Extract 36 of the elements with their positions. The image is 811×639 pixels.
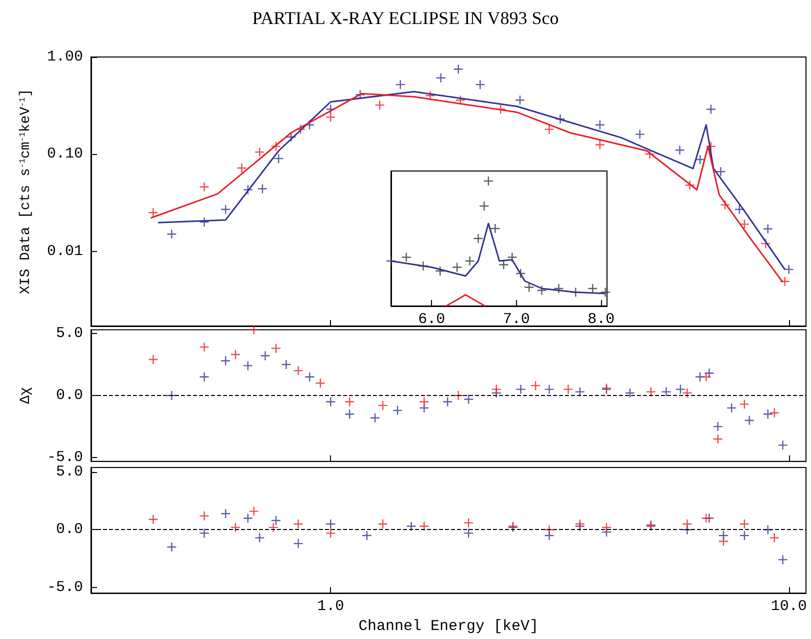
x-tick-label: 8.0: [588, 311, 615, 328]
point: [479, 200, 490, 212]
y-tick-label: -5.0: [46, 449, 83, 466]
point: [401, 252, 412, 262]
y-tick-label: 0.0: [56, 387, 83, 404]
point: [524, 282, 534, 292]
point: [435, 266, 446, 276]
x-tick-label: 7.0: [502, 311, 530, 328]
point: [483, 176, 494, 186]
y-tick-label: 0.0: [56, 521, 83, 538]
point: [473, 233, 484, 244]
x-tick-label: 10.0: [770, 598, 807, 616]
point: [490, 223, 500, 234]
chart-title: PARTIAL X-RAY ECLIPSE IN V893 Sco: [252, 8, 559, 28]
point: [536, 285, 547, 296]
y-tick-label: 0.01: [46, 242, 83, 260]
x-tick-label: 6.0: [418, 311, 446, 328]
point: [452, 262, 462, 272]
point: [588, 283, 598, 294]
point: [507, 252, 518, 262]
point: [600, 287, 610, 298]
y-tick-label: 0.10: [46, 146, 83, 163]
x-tick-label: 1.0: [317, 598, 344, 616]
y-tick-label: -5.0: [46, 578, 83, 596]
x-axis-title: Channel Energy [keV]: [358, 618, 539, 635]
point: [516, 268, 526, 279]
y-axis-title: Δχ: [18, 387, 34, 404]
point: [386, 256, 396, 266]
y-tick-label: 5.0: [56, 464, 83, 481]
point: [554, 283, 564, 294]
point: [498, 260, 509, 270]
y-tick-label: 5.0: [56, 324, 83, 342]
y-tick-label: 1.00: [46, 48, 83, 66]
point: [418, 260, 428, 272]
point: [464, 256, 475, 266]
y-axis-title: XIS Data [cts s-1cm-1keV-1]: [18, 88, 34, 294]
